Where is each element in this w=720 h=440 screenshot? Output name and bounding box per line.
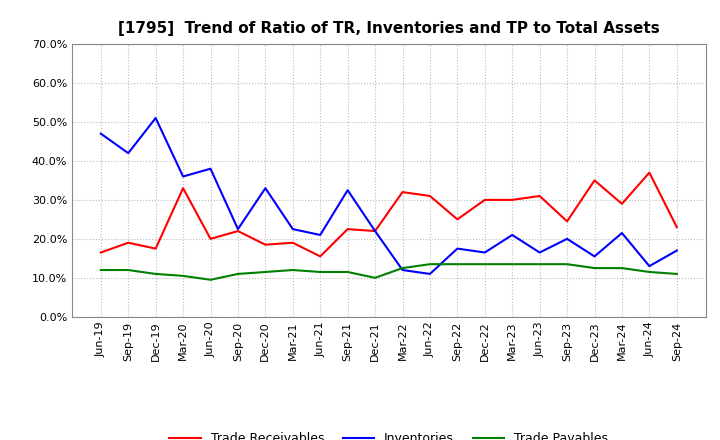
- Trade Payables: [233, 271, 242, 277]
- Trade Payables: [124, 268, 132, 273]
- Inventories: [96, 131, 105, 136]
- Inventories: [590, 254, 599, 259]
- Trade Payables: [96, 268, 105, 273]
- Trade Receivables: [480, 197, 489, 202]
- Trade Receivables: [672, 224, 681, 230]
- Trade Receivables: [398, 190, 407, 195]
- Trade Payables: [151, 271, 160, 277]
- Line: Inventories: Inventories: [101, 118, 677, 274]
- Trade Payables: [672, 271, 681, 277]
- Inventories: [645, 264, 654, 269]
- Inventories: [480, 250, 489, 255]
- Trade Payables: [563, 261, 572, 267]
- Trade Receivables: [508, 197, 516, 202]
- Trade Payables: [618, 265, 626, 271]
- Trade Payables: [398, 265, 407, 271]
- Line: Trade Receivables: Trade Receivables: [101, 172, 677, 257]
- Trade Payables: [371, 275, 379, 280]
- Inventories: [453, 246, 462, 251]
- Trade Receivables: [426, 193, 434, 198]
- Trade Payables: [645, 269, 654, 275]
- Inventories: [151, 115, 160, 121]
- Inventories: [536, 250, 544, 255]
- Trade Receivables: [206, 236, 215, 242]
- Trade Payables: [508, 261, 516, 267]
- Trade Payables: [480, 261, 489, 267]
- Trade Receivables: [179, 186, 187, 191]
- Inventories: [124, 150, 132, 156]
- Inventories: [261, 186, 270, 191]
- Trade Payables: [536, 261, 544, 267]
- Trade Receivables: [316, 254, 325, 259]
- Trade Receivables: [96, 250, 105, 255]
- Inventories: [563, 236, 572, 242]
- Trade Receivables: [233, 228, 242, 234]
- Inventories: [618, 231, 626, 236]
- Trade Receivables: [371, 228, 379, 234]
- Inventories: [206, 166, 215, 171]
- Line: Trade Payables: Trade Payables: [101, 264, 677, 280]
- Trade Payables: [426, 261, 434, 267]
- Trade Receivables: [645, 170, 654, 175]
- Trade Payables: [289, 268, 297, 273]
- Trade Receivables: [124, 240, 132, 246]
- Trade Payables: [261, 269, 270, 275]
- Trade Receivables: [151, 246, 160, 251]
- Trade Receivables: [261, 242, 270, 247]
- Trade Receivables: [536, 193, 544, 198]
- Inventories: [426, 271, 434, 277]
- Trade Payables: [316, 269, 325, 275]
- Trade Payables: [206, 277, 215, 282]
- Title: [1795]  Trend of Ratio of TR, Inventories and TP to Total Assets: [1795] Trend of Ratio of TR, Inventories…: [118, 21, 660, 36]
- Trade Receivables: [618, 201, 626, 206]
- Trade Receivables: [590, 178, 599, 183]
- Inventories: [179, 174, 187, 179]
- Trade Receivables: [453, 217, 462, 222]
- Trade Receivables: [563, 219, 572, 224]
- Inventories: [233, 227, 242, 232]
- Trade Payables: [453, 261, 462, 267]
- Trade Receivables: [289, 240, 297, 246]
- Inventories: [371, 228, 379, 234]
- Inventories: [343, 187, 352, 193]
- Inventories: [508, 232, 516, 238]
- Trade Payables: [179, 273, 187, 279]
- Inventories: [289, 227, 297, 232]
- Trade Receivables: [343, 227, 352, 232]
- Inventories: [672, 248, 681, 253]
- Legend: Trade Receivables, Inventories, Trade Payables: Trade Receivables, Inventories, Trade Pa…: [164, 427, 613, 440]
- Inventories: [398, 268, 407, 273]
- Inventories: [316, 232, 325, 238]
- Trade Payables: [590, 265, 599, 271]
- Trade Payables: [343, 269, 352, 275]
